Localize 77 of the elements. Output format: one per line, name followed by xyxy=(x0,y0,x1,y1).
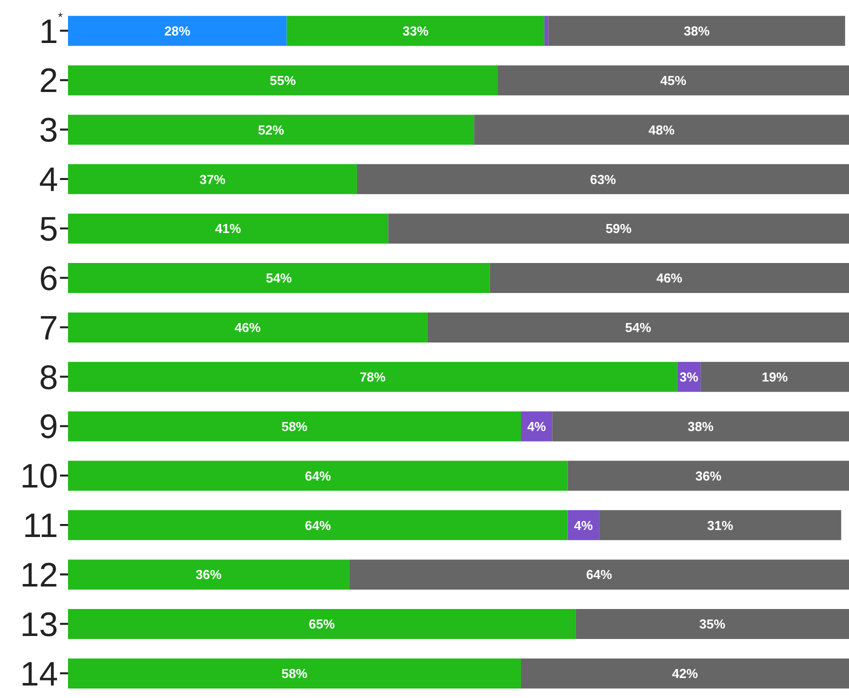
data-label: 3% xyxy=(679,370,699,384)
bar xyxy=(427,312,849,342)
bar xyxy=(474,114,849,145)
y-tick-label: 14 xyxy=(20,655,58,694)
data-label: 45% xyxy=(660,72,687,88)
bar xyxy=(68,411,521,442)
data-label: 46% xyxy=(234,320,262,336)
bar xyxy=(68,460,568,491)
y-tick-label: 4 xyxy=(39,161,58,200)
data-label: 58% xyxy=(281,418,308,434)
bar xyxy=(548,16,846,46)
data-label: 64% xyxy=(586,567,613,582)
data-label: 4% xyxy=(527,418,546,434)
y-tick-label: 8 xyxy=(39,358,58,397)
bar xyxy=(68,114,474,145)
bar xyxy=(520,658,849,688)
data-label: 38% xyxy=(684,24,710,38)
bar xyxy=(286,16,544,46)
data-label: 46% xyxy=(656,270,683,286)
bar xyxy=(68,510,568,540)
y-tick-label: 7 xyxy=(39,309,58,348)
data-label: 36% xyxy=(695,468,722,484)
data-label: 36% xyxy=(196,567,222,582)
data-label: 58% xyxy=(281,666,308,682)
bar xyxy=(68,65,498,96)
y-tick-label: 9 xyxy=(39,408,58,446)
bar xyxy=(68,609,576,640)
data-label: 37% xyxy=(199,172,226,187)
bar xyxy=(544,16,548,46)
bar xyxy=(68,214,388,244)
data-label: 48% xyxy=(648,122,676,138)
bar xyxy=(599,510,842,540)
bar xyxy=(68,16,287,46)
bar xyxy=(552,411,849,442)
bar xyxy=(68,560,350,590)
bar xyxy=(388,214,849,244)
bar xyxy=(498,65,849,96)
data-label: 42% xyxy=(672,666,698,682)
data-label: 33% xyxy=(402,24,429,38)
bar xyxy=(68,263,490,294)
y-tick-label: 11 xyxy=(22,507,58,546)
data-label: 59% xyxy=(606,221,632,236)
data-label: 65% xyxy=(308,616,336,632)
data-label: 38% xyxy=(688,418,714,434)
y-tick-label: 5 xyxy=(39,210,58,248)
y-tick-label: 2 xyxy=(39,62,58,100)
data-label: 64% xyxy=(304,518,332,533)
bar xyxy=(356,164,849,194)
y-tick-label: 10 xyxy=(20,458,58,496)
data-label: 52% xyxy=(258,122,285,138)
bar xyxy=(700,362,849,392)
data-label: 64% xyxy=(304,468,332,484)
y-tick-label: 1 xyxy=(39,12,58,51)
data-label: 41% xyxy=(215,221,242,236)
data-label: 31% xyxy=(707,518,734,533)
y-tick-label: 13 xyxy=(20,606,58,644)
data-label: 54% xyxy=(625,320,652,336)
bar xyxy=(576,609,849,640)
data-label: 63% xyxy=(590,172,616,187)
y-tick-label: 6 xyxy=(39,260,58,298)
bar xyxy=(568,460,849,491)
data-label: 28% xyxy=(164,24,191,38)
data-label: 55% xyxy=(270,72,296,88)
bar xyxy=(349,560,849,590)
bar xyxy=(68,362,678,392)
bar xyxy=(68,658,521,688)
y-tick-label: 12 xyxy=(20,556,58,594)
bar xyxy=(68,312,428,342)
text: * xyxy=(58,10,63,24)
y-tick-label: 3 xyxy=(39,112,58,150)
bar xyxy=(68,164,357,194)
data-label: 54% xyxy=(266,270,292,286)
data-label: 4% xyxy=(574,518,594,533)
data-label: 19% xyxy=(762,370,788,384)
bar xyxy=(490,263,849,294)
data-label: 78% xyxy=(360,370,386,384)
data-label: 35% xyxy=(699,616,726,632)
